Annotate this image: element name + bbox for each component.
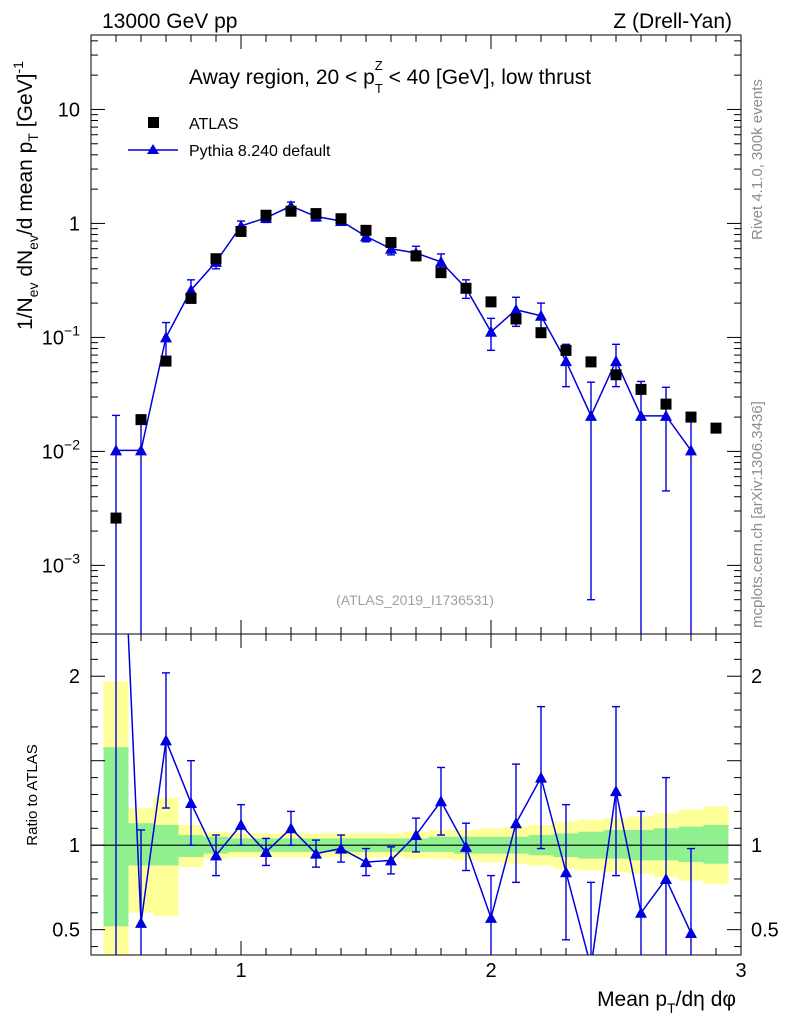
- main-y-tick-label: 10−3: [42, 550, 80, 577]
- atlas-point: [485, 296, 497, 308]
- atlas-point: [435, 267, 447, 279]
- pythia-point: [360, 230, 372, 242]
- atlas-point: [635, 383, 647, 395]
- ratio-pythia-point: [235, 818, 247, 830]
- ratio-pythia-point: [335, 842, 347, 854]
- atlas-point: [410, 250, 422, 262]
- pythia-point: [685, 444, 697, 456]
- ratio-pythia-point: [435, 795, 447, 807]
- atlas-point: [710, 422, 722, 434]
- legend-pythia-marker: [147, 144, 159, 154]
- rivet-label: Rivet 4.1.0, 300k events: [749, 79, 766, 240]
- ratio-pythia-point: [485, 911, 497, 923]
- x-tick-label: 2: [485, 960, 496, 982]
- pythia-point: [385, 242, 397, 254]
- header-left: 13000 GeV pp: [102, 10, 237, 33]
- ratio-pythia-point: [310, 847, 322, 859]
- legend-pythia-label: Pythia 8.240 default: [189, 143, 331, 160]
- atlas-point: [335, 213, 347, 225]
- main-y-tick-label: 10−2: [42, 436, 80, 463]
- ratio-pythia-point: [460, 840, 472, 852]
- atlas-point: [560, 344, 572, 356]
- pythia-point: [185, 284, 197, 296]
- header-right: Z (Drell-Yan): [613, 10, 732, 33]
- atlas-point: [660, 398, 672, 410]
- ratio-pythia-point: [260, 845, 272, 857]
- pythia-point: [510, 303, 522, 315]
- pythia-point: [135, 444, 147, 456]
- pythia-point: [635, 409, 647, 421]
- pythia-point: [435, 255, 447, 267]
- main-y-tick-label: 1: [69, 213, 80, 235]
- ratio-y-tick-label: 1: [69, 835, 80, 857]
- ratio-pythia-point: [535, 771, 547, 783]
- x-axis-label: Mean pT/dη dφ: [597, 988, 736, 1016]
- pythia-line: [116, 205, 692, 452]
- atlas-point: [135, 414, 147, 426]
- atlas-point: [535, 327, 547, 339]
- ratio-y-label: Ratio to ATLAS: [24, 744, 41, 845]
- ratio-y-tick-label-right: 2: [751, 666, 762, 688]
- analysis-watermark: (ATLAS_2019_I1736531): [336, 592, 494, 608]
- atlas-point: [210, 253, 222, 265]
- ratio-pythia-point: [160, 734, 172, 746]
- atlas-point: [460, 282, 472, 294]
- pythia-point: [585, 409, 597, 421]
- ratio-pythia-point: [135, 916, 147, 928]
- pythia-point: [660, 409, 672, 421]
- pythia-point: [610, 355, 622, 367]
- ratio-band-green: [703, 824, 729, 864]
- ratio-band-green: [178, 835, 204, 858]
- ratio-y-tick-label: 2: [69, 666, 80, 688]
- main-y-tick-label: 10−1: [42, 322, 80, 349]
- ratio-y-tick-label-right: 1: [751, 835, 762, 857]
- atlas-point: [360, 224, 372, 236]
- pythia-point: [535, 309, 547, 321]
- atlas-point: [260, 209, 272, 221]
- atlas-point: [160, 355, 172, 367]
- x-tick-label: 3: [735, 960, 746, 982]
- ratio-pythia-point: [360, 856, 372, 868]
- ratio-y-tick-label: 0.5: [52, 920, 80, 942]
- ratio-plot-frame: [90, 633, 742, 956]
- ratio-pythia-point: [685, 927, 697, 939]
- legend-atlas-marker: [148, 117, 159, 128]
- pythia-point: [160, 331, 172, 343]
- ratio-pythia-line: [127, 634, 692, 955]
- atlas-point: [510, 313, 522, 325]
- ratio-pythia-point: [385, 854, 397, 866]
- atlas-point: [385, 237, 397, 249]
- main-y-tick-label: 10: [58, 99, 80, 121]
- atlas-point: [235, 225, 247, 237]
- ratio-band-green: [428, 836, 454, 852]
- atlas-point: [185, 292, 197, 304]
- atlas-point: [110, 512, 122, 524]
- mcplots-label: mcplots.cern.ch [arXiv:1306.3436]: [749, 401, 766, 628]
- ratio-pythia-point: [285, 822, 297, 834]
- ratio-pythia-point: [510, 817, 522, 829]
- legend: ATLAS Pythia 8.240 default: [128, 116, 331, 160]
- atlas-point: [685, 411, 697, 423]
- atlas-point: [285, 205, 297, 217]
- pythia-point: [560, 355, 572, 367]
- pythia-point: [485, 325, 497, 337]
- ratio-pythia-point: [185, 796, 197, 808]
- ratio-pythia-point: [560, 866, 572, 878]
- main-y-label: 1/Nev dNev/d mean pT [GeV]-1: [10, 61, 41, 330]
- atlas-point: [610, 369, 622, 381]
- pythia-point: [110, 444, 122, 456]
- ratio-y-tick-label-right: 0.5: [751, 920, 779, 942]
- atlas-point: [310, 208, 322, 220]
- legend-atlas-label: ATLAS: [189, 116, 239, 133]
- ratio-pythia-point: [410, 829, 422, 841]
- ratio-pythia-point: [635, 906, 647, 918]
- ratio-pythia-point: [660, 872, 672, 884]
- ratio-pythia-point: [610, 785, 622, 797]
- x-tick-label: 1: [235, 960, 246, 982]
- atlas-point: [585, 356, 597, 368]
- ratio-pythia-point: [210, 849, 222, 861]
- main-title: Away region, 20 < pTZ < 40 [GeV], low th…: [189, 58, 591, 96]
